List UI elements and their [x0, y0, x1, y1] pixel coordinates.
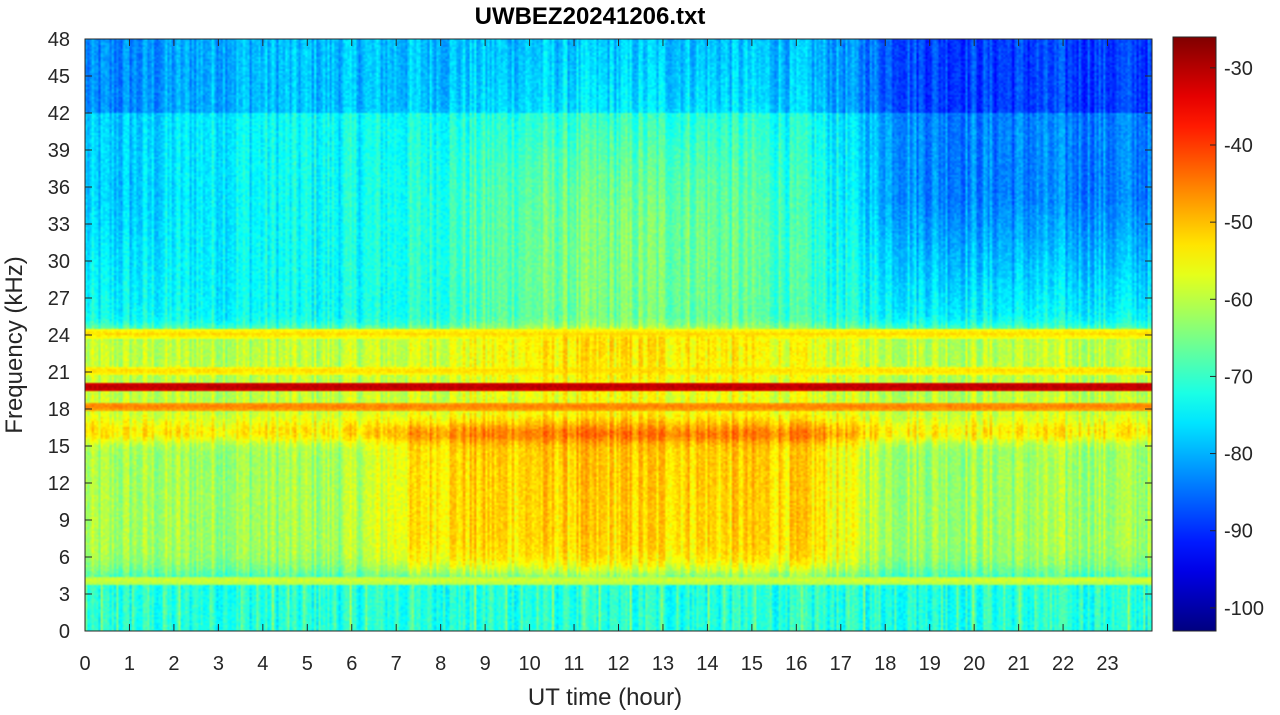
y-tick-label: 21 [48, 362, 70, 384]
colorbar-tick-label: -100 [1224, 598, 1264, 620]
x-tick-label: 8 [435, 653, 446, 675]
x-tick-label: 6 [346, 653, 357, 675]
y-tick-label: 18 [48, 399, 70, 421]
x-tick-label: 16 [785, 653, 807, 675]
colorbar-tick-label: -40 [1224, 135, 1253, 157]
y-tick-label: 48 [48, 29, 70, 51]
y-tick-label: 42 [48, 103, 70, 125]
y-tick-label: 0 [59, 621, 70, 643]
x-tick-label: 19 [919, 653, 941, 675]
y-tick-label: 36 [48, 177, 70, 199]
x-axis-label: UT time (hour) [528, 684, 682, 711]
x-tick-label: 21 [1008, 653, 1030, 675]
colorbar-axis: -100 -90 -80 -70 -60 -50 -40 -30 [1210, 58, 1264, 620]
x-tick-label: 13 [652, 653, 674, 675]
y-tick-label: 12 [48, 473, 70, 495]
x-tick-label: 7 [391, 653, 402, 675]
y-tick-label: 27 [48, 288, 70, 310]
y-tick-label: 33 [48, 214, 70, 236]
x-tick-label: 12 [607, 653, 629, 675]
y-tick-label: 3 [59, 584, 70, 606]
x-tick-label: 20 [963, 653, 985, 675]
colorbar-tick-label: -30 [1224, 58, 1253, 80]
x-tick-label: 15 [741, 653, 763, 675]
x-tick-label: 1 [124, 653, 135, 675]
y-tick-label: 24 [48, 325, 70, 347]
y-tick-label: 45 [48, 66, 70, 88]
y-tick-label: 6 [59, 547, 70, 569]
x-tick-label: 5 [302, 653, 313, 675]
y-tick-label: 30 [48, 251, 70, 273]
x-tick-label: 9 [480, 653, 491, 675]
y-tick-label: 39 [48, 140, 70, 162]
colorbar-tick-label: -50 [1224, 212, 1253, 234]
y-tick-label: 15 [48, 436, 70, 458]
x-axis: 0 1 2 3 4 5 6 7 8 9 10 11 12 13 14 15 16 17 18 19 20 21 22 23 [79, 39, 1119, 675]
x-tick-label: 2 [168, 653, 179, 675]
chart-title: UWBEZ20241206.txt [475, 3, 706, 30]
x-tick-label: 3 [213, 653, 224, 675]
colorbar-tick-label: -70 [1224, 366, 1253, 388]
x-tick-label: 0 [79, 653, 90, 675]
colorbar-tick-label: -90 [1224, 521, 1253, 543]
x-tick-label: 22 [1052, 653, 1074, 675]
x-tick-label: 18 [874, 653, 896, 675]
x-tick-label: 11 [564, 653, 585, 675]
y-axis-label: Frequency (kHz) [1, 256, 28, 433]
y-tick-label: 9 [59, 510, 70, 532]
colorbar-tick-label: -60 [1224, 289, 1253, 311]
colorbar-tick-label: -80 [1224, 444, 1253, 466]
x-tick-label: 10 [518, 653, 540, 675]
spectrogram-image [85, 39, 1152, 631]
spectrogram-plot [85, 39, 1152, 631]
x-tick-label: 17 [830, 653, 852, 675]
x-tick-label: 23 [1096, 653, 1118, 675]
x-tick-label: 14 [696, 653, 718, 675]
x-tick-label: 4 [257, 653, 268, 675]
colorbar [1172, 36, 1217, 632]
